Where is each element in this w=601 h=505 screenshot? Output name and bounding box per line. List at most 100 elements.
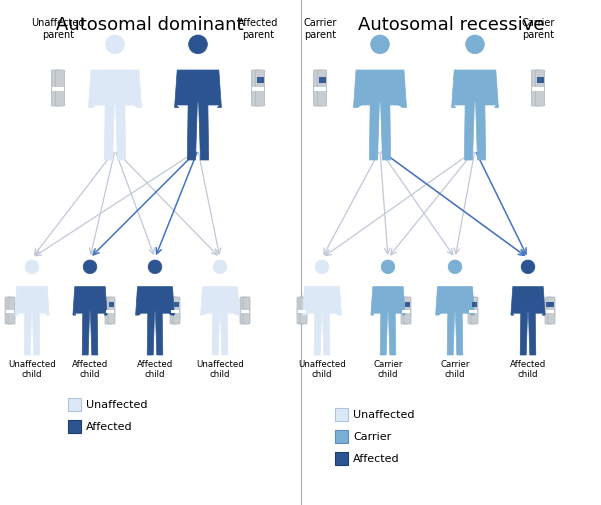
Bar <box>549 311 554 314</box>
Circle shape <box>466 36 484 55</box>
FancyBboxPatch shape <box>317 71 326 107</box>
FancyBboxPatch shape <box>535 71 545 107</box>
Text: Unaffected
parent: Unaffected parent <box>31 18 85 39</box>
FancyBboxPatch shape <box>531 71 540 107</box>
Text: Unaffected: Unaffected <box>353 410 415 420</box>
Text: Carrier
child: Carrier child <box>373 359 403 379</box>
FancyBboxPatch shape <box>335 452 348 465</box>
Bar <box>109 302 114 307</box>
Circle shape <box>106 36 124 55</box>
FancyBboxPatch shape <box>243 297 250 324</box>
Text: Unaffected: Unaffected <box>86 400 147 410</box>
Bar <box>174 302 179 307</box>
Circle shape <box>521 261 535 274</box>
Bar <box>469 311 474 314</box>
Bar <box>546 311 551 314</box>
FancyBboxPatch shape <box>52 71 60 107</box>
Bar <box>537 78 543 84</box>
Bar <box>472 302 477 307</box>
FancyBboxPatch shape <box>404 297 411 324</box>
FancyBboxPatch shape <box>401 297 408 324</box>
Circle shape <box>381 261 395 274</box>
FancyBboxPatch shape <box>8 297 15 324</box>
Text: Carrier
parent: Carrier parent <box>304 18 337 39</box>
FancyBboxPatch shape <box>548 297 555 324</box>
Polygon shape <box>371 287 405 356</box>
Text: Affected
child: Affected child <box>510 359 546 379</box>
Polygon shape <box>15 287 49 356</box>
FancyBboxPatch shape <box>545 297 552 324</box>
FancyBboxPatch shape <box>297 297 304 324</box>
Polygon shape <box>73 287 107 356</box>
Text: Affected
child: Affected child <box>72 359 108 379</box>
FancyBboxPatch shape <box>313 71 322 107</box>
Polygon shape <box>451 71 498 161</box>
FancyBboxPatch shape <box>255 71 264 107</box>
Bar <box>402 311 407 314</box>
FancyBboxPatch shape <box>105 297 112 324</box>
Bar <box>532 88 540 92</box>
Polygon shape <box>303 287 341 356</box>
Circle shape <box>83 261 97 274</box>
Circle shape <box>189 36 207 55</box>
FancyBboxPatch shape <box>468 297 475 324</box>
Bar <box>319 88 326 92</box>
FancyBboxPatch shape <box>56 71 64 107</box>
Bar <box>171 311 176 314</box>
Text: Affected
parent: Affected parent <box>238 18 278 39</box>
FancyBboxPatch shape <box>170 297 177 324</box>
Bar <box>241 311 246 314</box>
Bar <box>257 88 264 92</box>
FancyBboxPatch shape <box>68 420 81 433</box>
FancyBboxPatch shape <box>471 297 478 324</box>
Bar <box>56 88 64 92</box>
Bar <box>314 88 322 92</box>
Text: Autosomal recessive: Autosomal recessive <box>358 16 545 34</box>
FancyBboxPatch shape <box>251 71 260 107</box>
Polygon shape <box>136 287 174 356</box>
Text: Carrier
parent: Carrier parent <box>521 18 555 39</box>
Bar <box>244 311 249 314</box>
Bar <box>6 311 11 314</box>
Polygon shape <box>88 71 141 161</box>
Polygon shape <box>511 287 545 356</box>
Bar <box>298 311 303 314</box>
Bar <box>472 311 477 314</box>
FancyBboxPatch shape <box>173 297 180 324</box>
FancyBboxPatch shape <box>335 430 348 443</box>
Polygon shape <box>353 71 406 161</box>
Circle shape <box>213 261 227 274</box>
Text: Unaffected
child: Unaffected child <box>8 359 56 379</box>
Polygon shape <box>436 287 474 356</box>
FancyBboxPatch shape <box>335 408 348 421</box>
Bar <box>546 302 551 307</box>
Bar <box>405 302 410 307</box>
Bar <box>52 88 59 92</box>
Circle shape <box>25 261 39 274</box>
Text: Affected: Affected <box>86 422 133 432</box>
Text: Affected: Affected <box>353 453 400 464</box>
Polygon shape <box>175 71 221 161</box>
Text: Carrier: Carrier <box>353 432 391 442</box>
Bar <box>257 78 264 84</box>
Bar <box>537 88 543 92</box>
Circle shape <box>148 261 162 274</box>
Bar <box>174 311 179 314</box>
FancyBboxPatch shape <box>240 297 247 324</box>
FancyBboxPatch shape <box>5 297 12 324</box>
Text: Carrier
child: Carrier child <box>441 359 470 379</box>
Text: Autosomal dominant: Autosomal dominant <box>56 16 244 34</box>
Polygon shape <box>201 287 239 356</box>
FancyBboxPatch shape <box>108 297 115 324</box>
Text: Unaffected
child: Unaffected child <box>196 359 244 379</box>
Bar <box>109 311 114 314</box>
Text: Unaffected
child: Unaffected child <box>298 359 346 379</box>
Bar <box>319 78 326 84</box>
Bar <box>405 311 410 314</box>
Bar <box>106 311 111 314</box>
FancyBboxPatch shape <box>300 297 307 324</box>
Bar <box>549 302 554 307</box>
Text: Affected
child: Affected child <box>137 359 173 379</box>
FancyBboxPatch shape <box>68 398 81 411</box>
Bar <box>301 311 306 314</box>
